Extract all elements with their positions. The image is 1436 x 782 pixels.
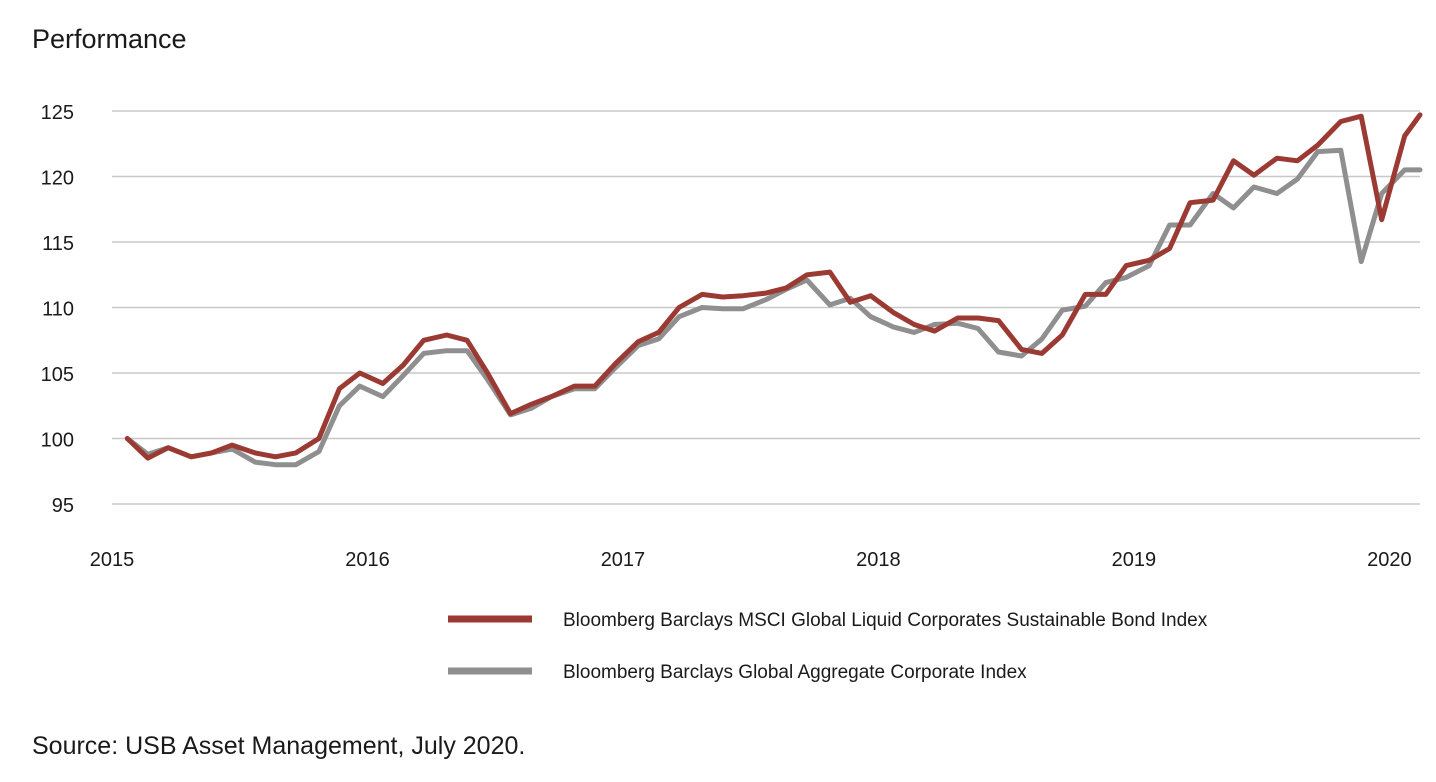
legend: Bloomberg Barclays MSCI Global Liquid Co…: [448, 610, 1208, 683]
x-tick-label: 2018: [856, 549, 901, 571]
y-tick-label: 120: [41, 168, 74, 190]
x-tick-label: 2019: [1112, 549, 1157, 571]
legend-label-1: Bloomberg Barclays MSCI Global Liquid Co…: [563, 610, 1208, 631]
y-tick-label: 95: [52, 495, 74, 517]
source-note: Source: USB Asset Management, July 2020.: [32, 732, 525, 760]
chart-title: Performance: [32, 24, 187, 54]
y-tick-label: 115: [42, 233, 74, 255]
x-axis-tick-labels: 2015 2016 2017 2018 2019 2020: [90, 549, 1412, 571]
legend-label-2: Bloomberg Barclays Global Aggregate Corp…: [563, 662, 1027, 683]
y-tick-label: 125: [41, 102, 74, 124]
y-tick-label: 105: [41, 364, 74, 386]
x-tick-label: 2015: [90, 549, 135, 571]
x-tick-label: 2020: [1367, 549, 1412, 571]
y-tick-label: 110: [42, 299, 74, 321]
x-tick-label: 2016: [345, 549, 390, 571]
y-axis-tick-labels: 95 100 105 110 115 120 125: [41, 102, 74, 517]
x-tick-label: 2017: [601, 549, 646, 571]
gridlines: [112, 110, 1420, 505]
series-line-1: [124, 112, 1423, 461]
y-tick-label: 100: [41, 430, 74, 452]
series-lines: [124, 112, 1423, 468]
